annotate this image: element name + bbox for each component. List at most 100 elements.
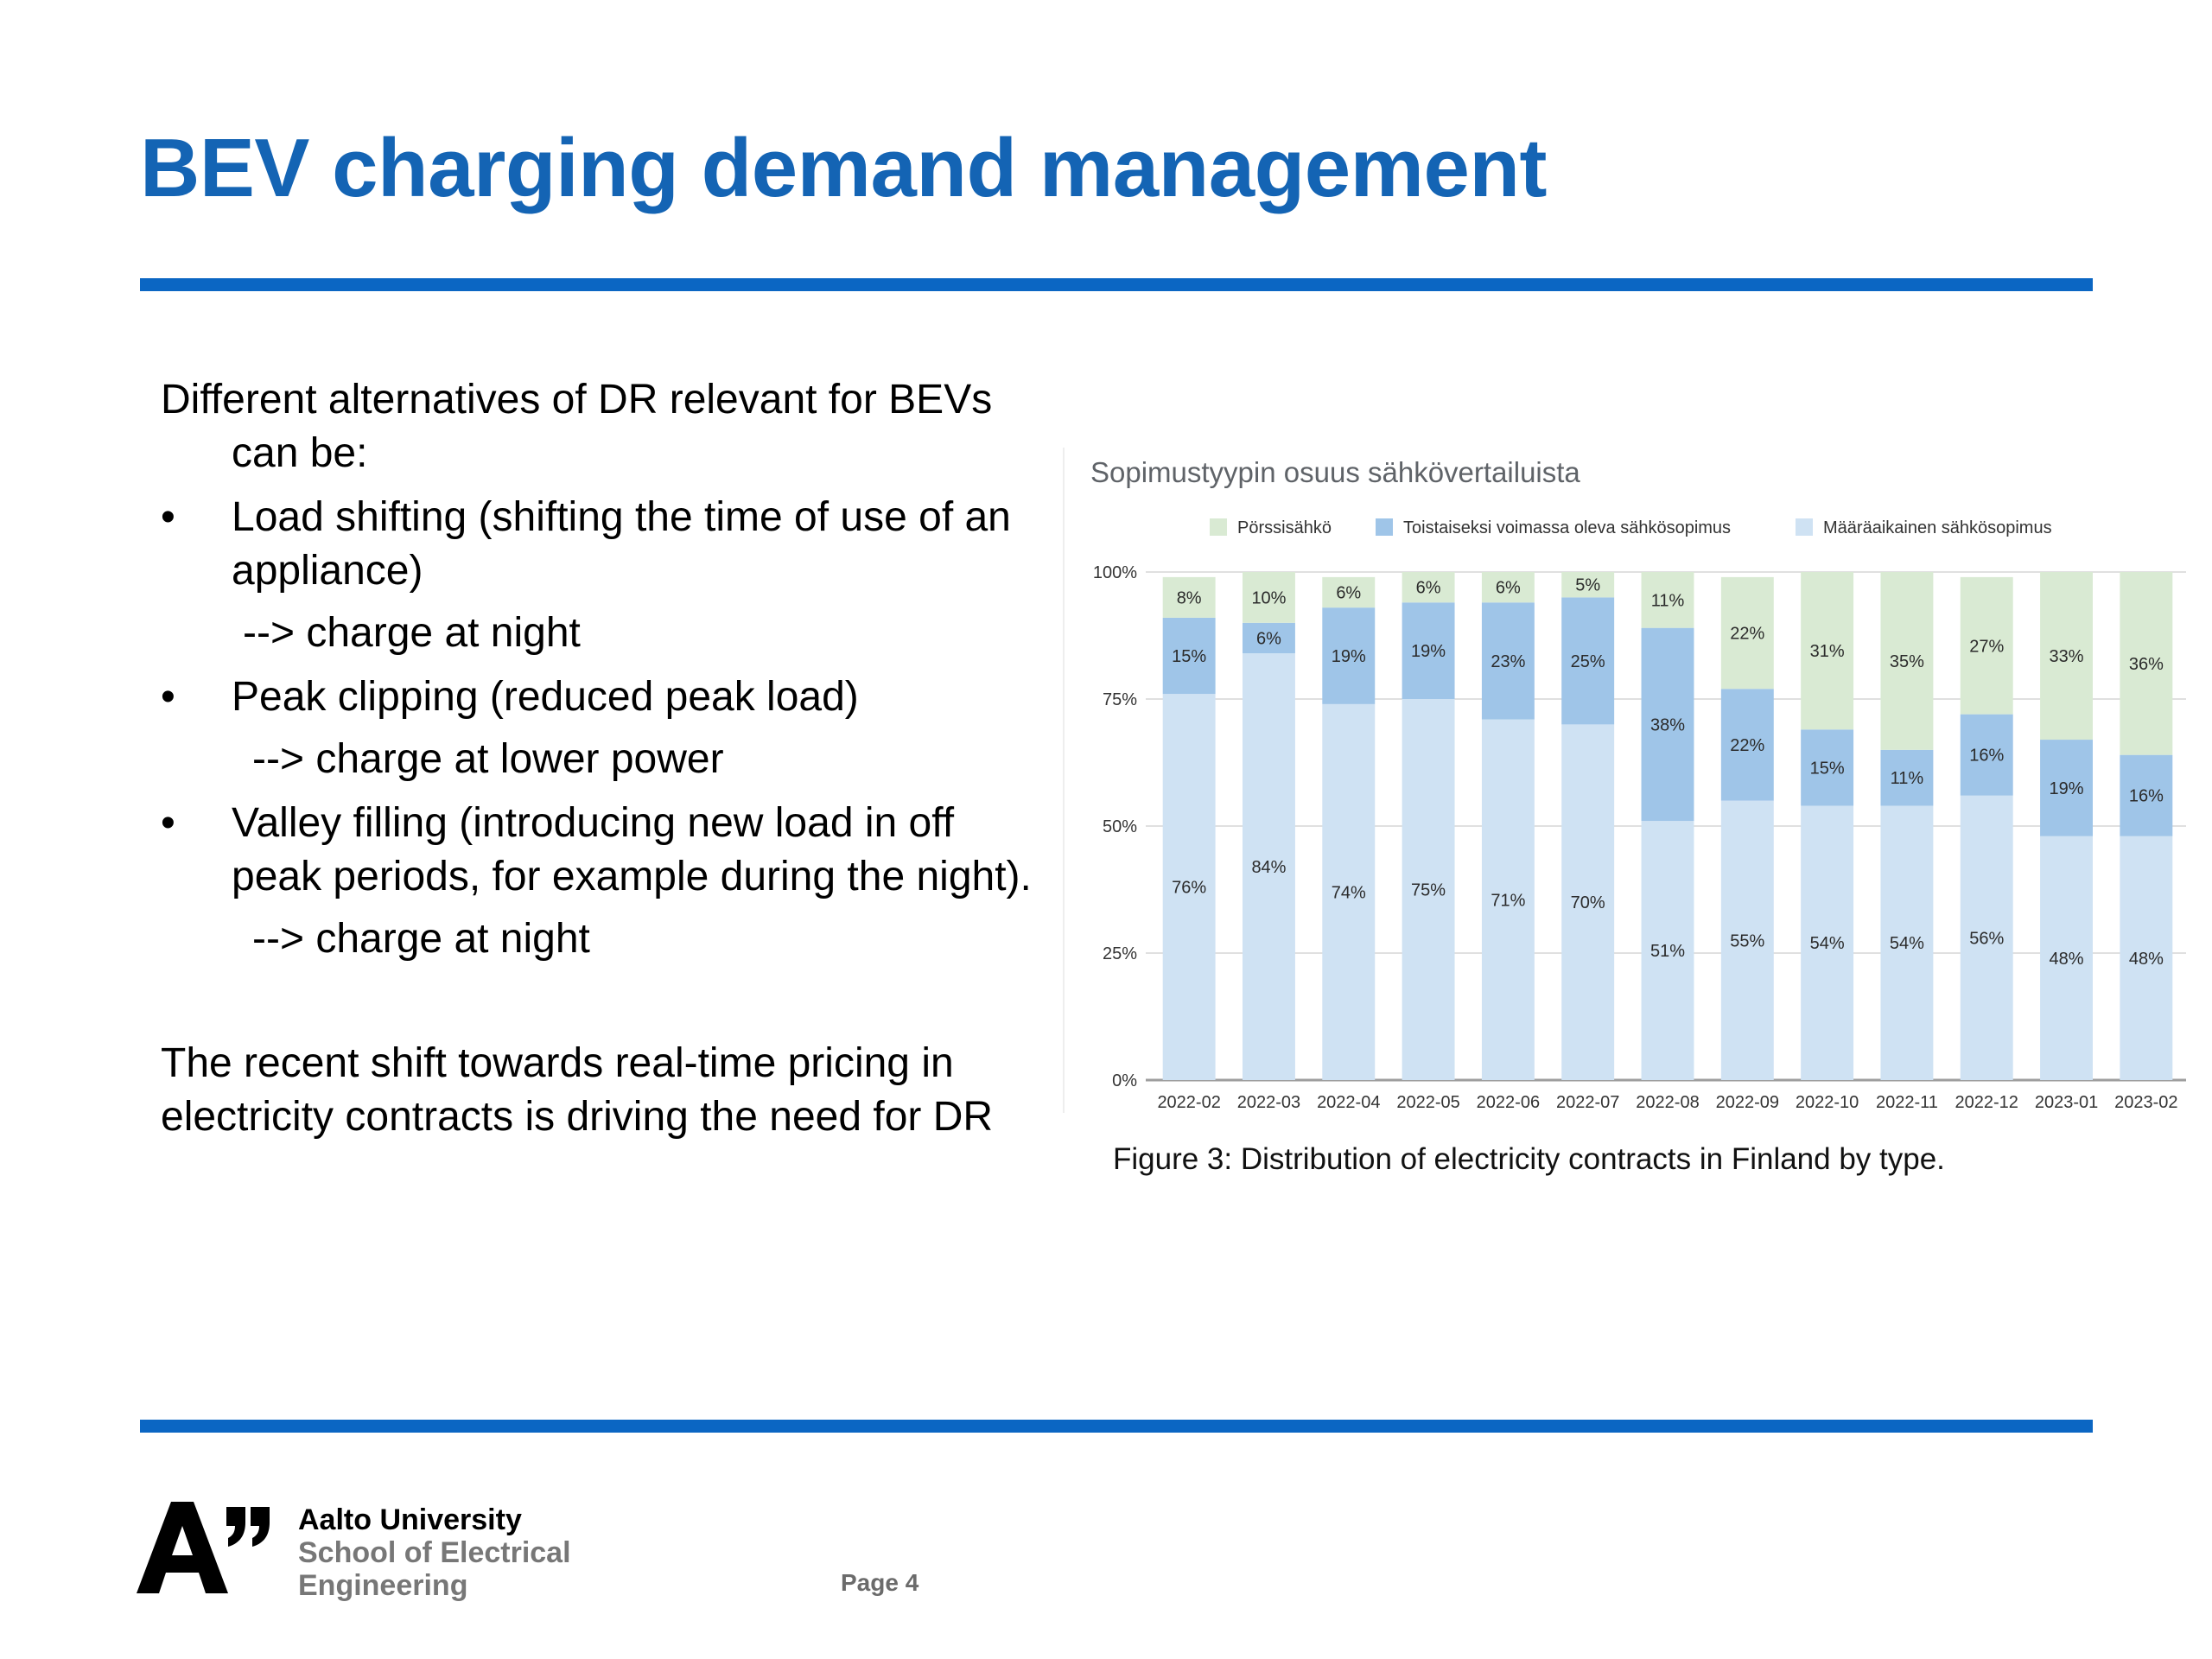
data-label: 23% xyxy=(1491,652,1525,671)
data-label: 16% xyxy=(1969,747,2004,766)
bar-segment xyxy=(1481,572,1535,603)
data-label: 38% xyxy=(1650,715,1685,734)
slide-title: BEV charging demand management xyxy=(140,122,1548,214)
y-tick-label: 75% xyxy=(1103,690,1137,709)
bar-segment xyxy=(1801,572,1854,730)
legend-swatch xyxy=(1376,518,1393,536)
data-label: 15% xyxy=(1172,647,1206,666)
header-rule xyxy=(140,278,2093,291)
legend-label: Toistaiseksi voimassa oleva sähkösopimus xyxy=(1403,518,1731,537)
y-tick-label: 0% xyxy=(1112,1071,1137,1090)
bar-segment xyxy=(1322,576,1376,608)
bar-segment xyxy=(1880,805,1934,1080)
chart-divider xyxy=(1063,448,1065,1113)
figure-caption: Figure 3: Distribution of electricity co… xyxy=(1113,1142,1945,1176)
bar-segment xyxy=(1561,597,1615,725)
bar-segment xyxy=(1960,576,2013,715)
bar-segment xyxy=(2120,572,2173,755)
data-label: 6% xyxy=(1256,629,1281,648)
bar-segment xyxy=(1880,572,1934,750)
arrow-note-1: --> charge at night xyxy=(243,610,581,656)
data-label: 35% xyxy=(1890,652,1924,671)
bullet-valley-filling: Valley filling (introducing new load in … xyxy=(161,797,1051,904)
arrow-note-3: --> charge at night xyxy=(252,916,590,962)
x-tick-label: 2022-05 xyxy=(1396,1093,1459,1112)
x-tick-label: 2022-04 xyxy=(1317,1093,1380,1112)
data-label: 71% xyxy=(1491,891,1525,910)
x-tick-label: 2022-08 xyxy=(1636,1093,1699,1112)
data-label: 10% xyxy=(1251,588,1286,607)
legend-swatch xyxy=(1796,518,1813,536)
data-label: 56% xyxy=(1969,929,2004,948)
bar-segment xyxy=(1243,653,1295,1080)
bar-segment xyxy=(1720,689,1774,801)
arrow-note-2: --> charge at lower power xyxy=(252,736,724,782)
bar-segment xyxy=(1801,805,1854,1080)
bar-segment xyxy=(1801,729,1854,806)
bar-segment xyxy=(2120,836,2173,1080)
data-label: 51% xyxy=(1650,942,1685,961)
y-tick-label: 100% xyxy=(1093,563,1137,582)
y-tick-label: 50% xyxy=(1103,817,1137,836)
data-label: 19% xyxy=(2050,779,2084,798)
data-label: 48% xyxy=(2129,950,2164,969)
y-tick-label: 25% xyxy=(1103,944,1137,963)
x-tick-label: 2023-02 xyxy=(2114,1093,2177,1112)
data-label: 6% xyxy=(1496,579,1521,598)
bar-segment xyxy=(1641,572,1694,628)
data-label: 70% xyxy=(1571,893,1605,912)
data-label: 15% xyxy=(1810,759,1845,778)
x-tick-label: 2022-07 xyxy=(1556,1093,1619,1112)
bar-segment xyxy=(1880,749,1934,806)
bar-segment xyxy=(1720,800,1774,1080)
bar-segment xyxy=(1243,622,1295,654)
bar-segment xyxy=(1960,714,2013,796)
bar-segment xyxy=(1243,572,1295,623)
bar-segment xyxy=(1960,795,2013,1080)
page-number: Page 4 xyxy=(841,1569,919,1596)
x-tick-label: 2022-03 xyxy=(1237,1093,1300,1112)
chart-title: Sopimustyypin osuus sähkövertailuista xyxy=(1090,456,1580,488)
bar-segment xyxy=(1162,617,1216,695)
bar-segment xyxy=(2040,836,2093,1080)
data-label: 55% xyxy=(1730,931,1764,950)
data-label: 8% xyxy=(1177,588,1202,607)
bar-segment xyxy=(2040,740,2093,836)
legend-label: Määräaikainen sähkösopimus xyxy=(1823,518,2052,537)
data-label: 19% xyxy=(1332,647,1366,666)
data-label: 84% xyxy=(1251,858,1286,877)
footer-rule xyxy=(140,1420,2093,1433)
x-tick-label: 2022-12 xyxy=(1955,1093,2018,1112)
data-label: 76% xyxy=(1172,879,1206,898)
closing-text: The recent shift towards real-time prici… xyxy=(161,1040,994,1140)
legend-swatch xyxy=(1210,518,1227,536)
school-label-line2: Engineering xyxy=(298,1569,468,1602)
bar-segment xyxy=(1641,627,1694,822)
data-label: 31% xyxy=(1810,642,1845,661)
data-label: 11% xyxy=(1891,769,1924,788)
data-label: 5% xyxy=(1575,576,1600,595)
intro-text: Different alternatives of DR relevant fo… xyxy=(161,377,993,476)
data-label: 11% xyxy=(1651,591,1685,610)
data-label: 75% xyxy=(1411,881,1446,900)
stacked-bar-chart: 0% 25% 50% 75% 100% Pörssisähkö Toistaiseksi v… xyxy=(1093,518,2186,1112)
bar-segment xyxy=(1481,719,1535,1080)
x-tick-label: 2022-11 xyxy=(1876,1093,1938,1112)
data-label: 6% xyxy=(1336,584,1361,603)
x-tick-label: 2022-06 xyxy=(1477,1093,1540,1112)
aalto-logo xyxy=(137,1502,270,1593)
school-label-line1: School of Electrical xyxy=(298,1536,571,1569)
data-label: 27% xyxy=(1969,637,2004,656)
bar-segment xyxy=(1561,572,1615,598)
bar-segment xyxy=(1561,724,1615,1080)
x-tick-label: 2022-02 xyxy=(1157,1093,1220,1112)
bullet-peak-clipping: Peak clipping (reduced peak load) xyxy=(161,671,1051,724)
data-label: 16% xyxy=(2129,787,2164,806)
body-text: Different alternatives of DR relevant fo… xyxy=(161,373,1051,1144)
data-label: 54% xyxy=(1890,934,1924,953)
data-label: 33% xyxy=(2050,647,2084,666)
x-tick-label: 2022-10 xyxy=(1796,1093,1859,1112)
bullet-load-shifting: Load shifting (shifting the time of use … xyxy=(161,491,1051,598)
bar-segment xyxy=(1162,694,1216,1080)
legend-label: Pörssisähkö xyxy=(1237,518,1332,537)
